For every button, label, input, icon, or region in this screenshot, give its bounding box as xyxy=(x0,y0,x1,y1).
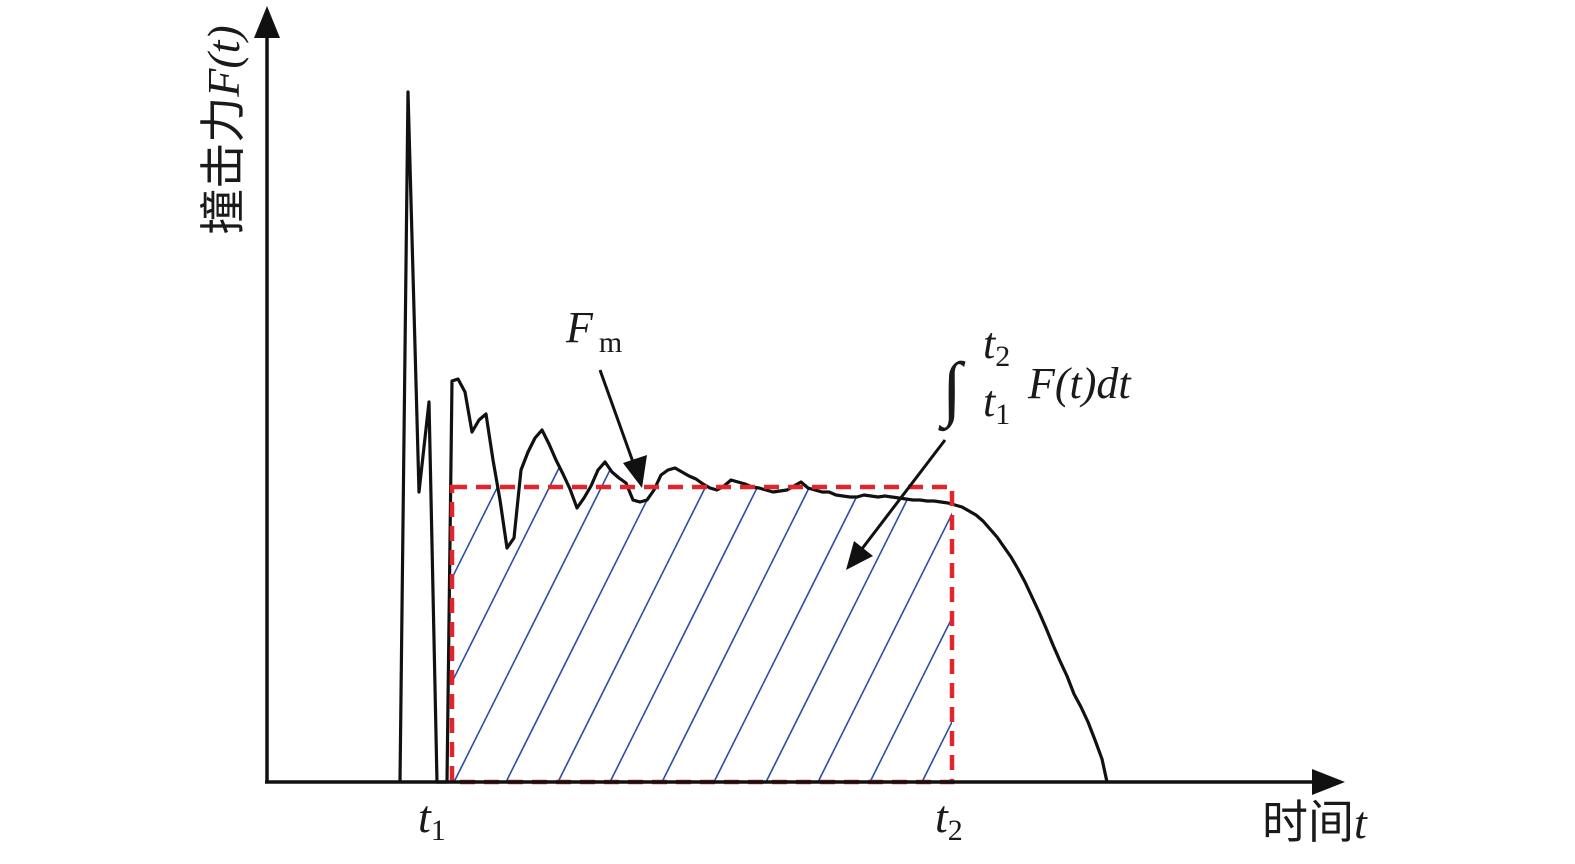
y-axis-label-cjk: 撞击力 xyxy=(198,97,249,235)
hatch-line xyxy=(1078,370,1284,782)
hatch-line xyxy=(661,379,869,782)
integral-sign: ∫ xyxy=(938,348,966,432)
tick-label-t1: t1 xyxy=(418,791,446,847)
integral-lower-limit: t1 xyxy=(983,377,1010,431)
fm-pointer-arrow xyxy=(598,369,640,477)
impulse-integral-label: ∫ t2 t1 F(t)dt xyxy=(938,319,1132,432)
x-axis-label-cjk: 时间 xyxy=(1262,797,1354,848)
hatch-line xyxy=(974,370,1180,782)
y-axis-arrowhead xyxy=(254,6,280,38)
hatch-line xyxy=(765,379,952,782)
fm-pointer-arrowhead xyxy=(623,455,647,488)
x-axis-label: 时间t xyxy=(1262,797,1368,848)
hatch-line xyxy=(1026,370,1232,782)
hatch-line xyxy=(817,379,952,782)
hatch-line xyxy=(505,379,713,782)
x-axis-arrowhead xyxy=(1312,769,1345,795)
hatch-line xyxy=(557,379,765,782)
hatch-line xyxy=(453,379,661,782)
y-axis-label: 撞击力F(t) xyxy=(198,25,249,235)
integral-pointer-arrow xyxy=(853,439,947,559)
hatch-line xyxy=(609,379,817,782)
hatch-line xyxy=(713,379,921,782)
force-curve xyxy=(398,90,1109,784)
integral-pointer-arrowhead xyxy=(846,541,873,570)
integrand: F(t)dt xyxy=(1027,359,1132,408)
y-axis-label-math: F(t) xyxy=(198,25,249,98)
x-axis-label-math: t xyxy=(1354,797,1368,848)
integral-upper-limit: t2 xyxy=(983,319,1010,373)
hatch-line xyxy=(869,379,952,782)
tick-label-t2: t2 xyxy=(935,791,963,847)
